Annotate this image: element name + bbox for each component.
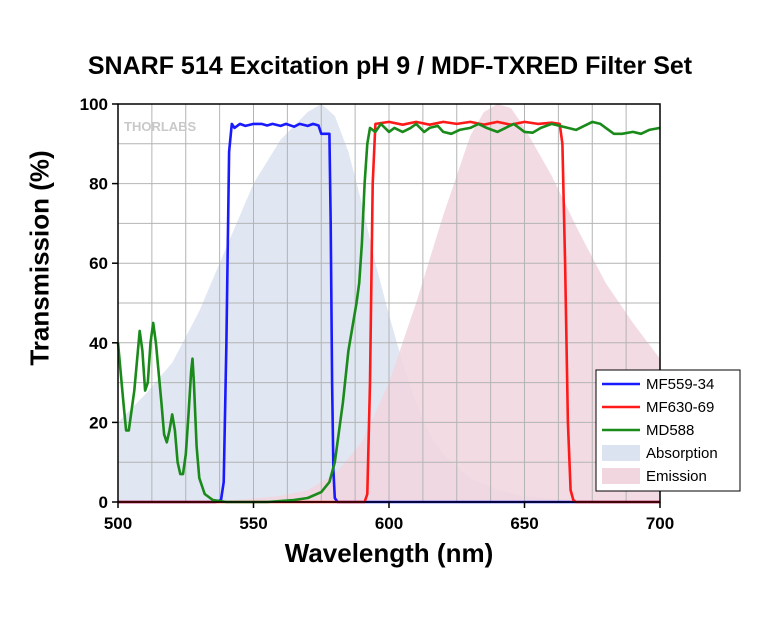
thorlabs-watermark: THORLABS — [124, 119, 197, 134]
series-line-mf559-34 — [118, 122, 660, 504]
x-tick-label: 550 — [239, 514, 267, 533]
x-axis-label: Wavelength (nm) — [284, 538, 494, 568]
y-tick-label: 100 — [80, 95, 108, 114]
line-layer — [116, 120, 661, 504]
legend-swatch-absorption — [602, 445, 640, 461]
y-tick-label: 20 — [89, 413, 108, 432]
y-tick-label: 60 — [89, 254, 108, 273]
chart-title: SNARF 514 Excitation pH 9 / MDF-TXRED Fi… — [87, 52, 693, 80]
legend-label-md588: MD588 — [646, 422, 694, 439]
x-tick-label: 700 — [646, 514, 674, 533]
grid-layer — [118, 104, 660, 502]
tick-layer: 500 550 600 650 700 0 20 40 60 80 100 — [80, 95, 675, 533]
legend: MF559-34 MF630-69 MD588 Absorption Emission — [595, 369, 741, 492]
legend-label-absorption: Absorption — [646, 445, 718, 462]
x-tick-label: 500 — [104, 514, 132, 533]
y-tick-label: 40 — [89, 334, 108, 353]
x-tick-label: 650 — [510, 514, 538, 533]
series-line-mf630-69 — [118, 120, 660, 504]
y-tick-label: 80 — [89, 175, 108, 194]
x-tick-label: 600 — [375, 514, 403, 533]
legend-swatch-emission — [602, 468, 640, 484]
legend-label-mf630-69: MF630-69 — [646, 399, 714, 416]
y-tick-label: 0 — [99, 493, 108, 512]
legend-label-emission: Emission — [646, 468, 707, 485]
legend-label-mf559-34: MF559-34 — [646, 376, 714, 393]
series-line-md588 — [116, 120, 661, 504]
